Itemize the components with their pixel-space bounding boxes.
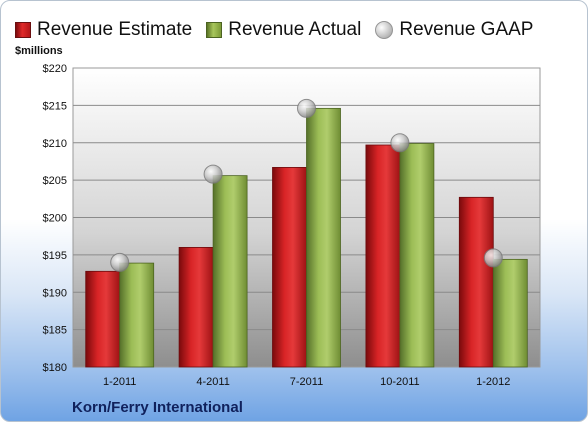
company-name: Korn/Ferry International [72, 399, 243, 416]
bar-revenue-estimate [458, 196, 494, 368]
bar-revenue-estimate [178, 246, 214, 368]
bar-revenue-actual [492, 258, 528, 368]
bar-revenue-estimate [85, 270, 121, 368]
legend-label-actual: Revenue Actual [228, 19, 362, 40]
legend-swatch-gaap [375, 21, 394, 39]
x-axis-ticks: 1-2011 4-2011 7-2011 10-2011 1-2012 [103, 376, 510, 388]
x-tick-label: 1-2011 [103, 376, 136, 388]
bar-revenue-actual [212, 175, 248, 368]
bar-revenue-estimate [365, 144, 401, 368]
bars [85, 107, 528, 368]
y-tick-label: $190 [43, 287, 67, 299]
x-tick-label: 1-2012 [476, 376, 510, 388]
gaap-markers [110, 98, 503, 272]
legend-label-gaap: Revenue GAAP [399, 19, 534, 40]
marker-revenue-gaap [110, 252, 130, 272]
y-tick-label: $210 [43, 138, 67, 150]
legend-item-estimate: Revenue Estimate [15, 19, 192, 41]
y-tick-label: $195 [43, 250, 67, 262]
y-tick-label: $220 [43, 63, 67, 75]
y-tick-label: $215 [43, 100, 67, 112]
bar-revenue-actual [119, 262, 155, 368]
y-tick-label: $185 [43, 325, 67, 337]
bar-revenue-estimate [272, 167, 307, 368]
legend-swatch-actual [206, 22, 223, 38]
bar-revenue-actual [306, 107, 341, 368]
y-tick-label: $205 [43, 175, 67, 187]
x-tick-label: 10-2011 [380, 376, 420, 388]
y-tick-label: $200 [43, 213, 67, 225]
legend-item-gaap: Revenue GAAP [375, 19, 533, 41]
marker-revenue-gaap [297, 98, 316, 118]
x-tick-label: 7-2011 [290, 376, 323, 388]
x-tick-label: 4-2011 [196, 376, 229, 388]
y-axis-ticks: $180 $185 $190 $195 $200 $205 $210 $215 $220 [43, 63, 67, 374]
marker-revenue-gaap [390, 133, 410, 153]
y-tick-label: $180 [43, 362, 67, 374]
legend-label-estimate: Revenue Estimate [37, 19, 193, 40]
legend: Revenue Estimate Revenue Actual Revenue … [15, 17, 533, 43]
legend-swatch-estimate [15, 22, 31, 38]
bar-revenue-actual [399, 143, 435, 368]
legend-item-actual: Revenue Actual [206, 19, 361, 41]
marker-revenue-gaap [203, 164, 223, 184]
marker-revenue-gaap [483, 248, 503, 268]
y-axis-units-label: $millions [15, 45, 63, 57]
